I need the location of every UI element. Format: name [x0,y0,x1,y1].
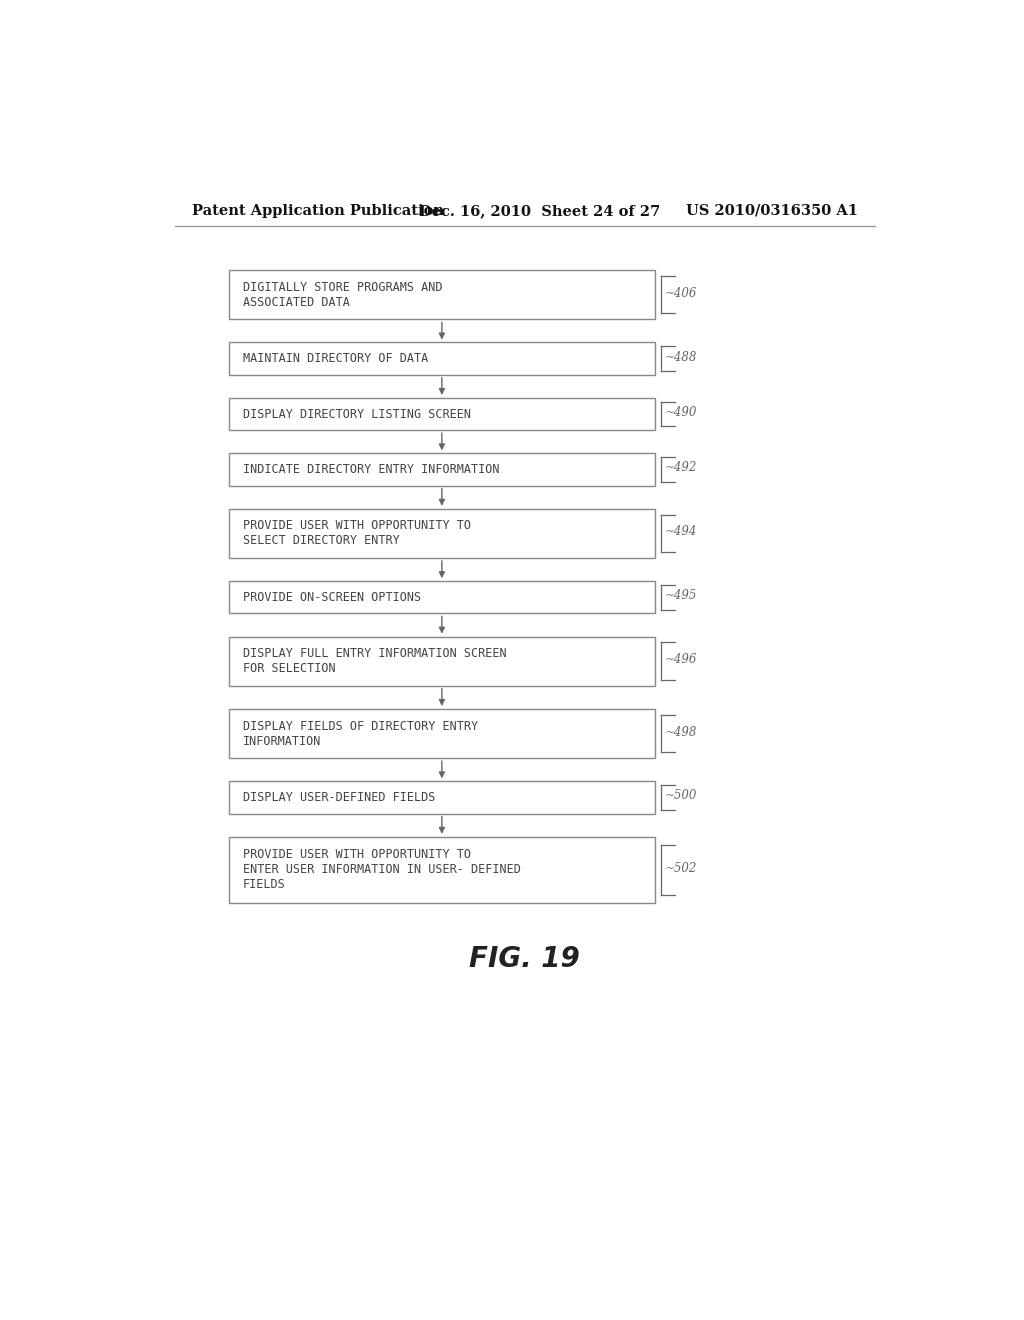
Text: DISPLAY DIRECTORY LISTING SCREEN: DISPLAY DIRECTORY LISTING SCREEN [243,408,471,421]
Bar [228,271,655,319]
Text: US 2010/0316350 A1: US 2010/0316350 A1 [686,203,858,218]
Text: ~490: ~490 [665,407,697,418]
Text: PROVIDE USER WITH OPPORTUNITY TO
ENTER USER INFORMATION IN USER- DEFINED
FIELDS: PROVIDE USER WITH OPPORTUNITY TO ENTER U… [243,849,520,891]
Text: Dec. 16, 2010  Sheet 24 of 27: Dec. 16, 2010 Sheet 24 of 27 [419,203,659,218]
Text: INDICATE DIRECTORY ENTRY INFORMATION: INDICATE DIRECTORY ENTRY INFORMATION [243,463,500,477]
Text: ~488: ~488 [665,351,697,363]
Text: DISPLAY FIELDS OF DIRECTORY ENTRY
INFORMATION: DISPLAY FIELDS OF DIRECTORY ENTRY INFORM… [243,719,478,747]
Text: FIG. 19: FIG. 19 [469,945,581,973]
Text: DISPLAY USER-DEFINED FIELDS: DISPLAY USER-DEFINED FIELDS [243,791,435,804]
Text: ~492: ~492 [665,462,697,474]
Bar [228,709,655,758]
Text: DISPLAY FULL ENTRY INFORMATION SCREEN
FOR SELECTION: DISPLAY FULL ENTRY INFORMATION SCREEN FO… [243,647,506,676]
Text: DIGITALLY STORE PROGRAMS AND
ASSOCIATED DATA: DIGITALLY STORE PROGRAMS AND ASSOCIATED … [243,281,442,309]
Bar [228,342,655,375]
Bar [228,397,655,430]
Text: PROVIDE USER WITH OPPORTUNITY TO
SELECT DIRECTORY ENTRY: PROVIDE USER WITH OPPORTUNITY TO SELECT … [243,519,471,548]
Text: ~498: ~498 [665,726,697,739]
Text: ~496: ~496 [665,653,697,667]
Bar [228,508,655,558]
Bar [228,581,655,614]
Text: ~495: ~495 [665,589,697,602]
Bar [228,636,655,686]
Text: MAINTAIN DIRECTORY OF DATA: MAINTAIN DIRECTORY OF DATA [243,352,428,366]
Text: ~406: ~406 [665,286,697,300]
Bar [228,453,655,486]
Text: ~494: ~494 [665,525,697,539]
Text: ~500: ~500 [665,789,697,803]
Text: PROVIDE ON-SCREEN OPTIONS: PROVIDE ON-SCREEN OPTIONS [243,591,421,603]
Text: Patent Application Publication: Patent Application Publication [191,203,443,218]
Bar [228,837,655,903]
Bar [228,781,655,813]
Text: ~502: ~502 [665,862,697,875]
